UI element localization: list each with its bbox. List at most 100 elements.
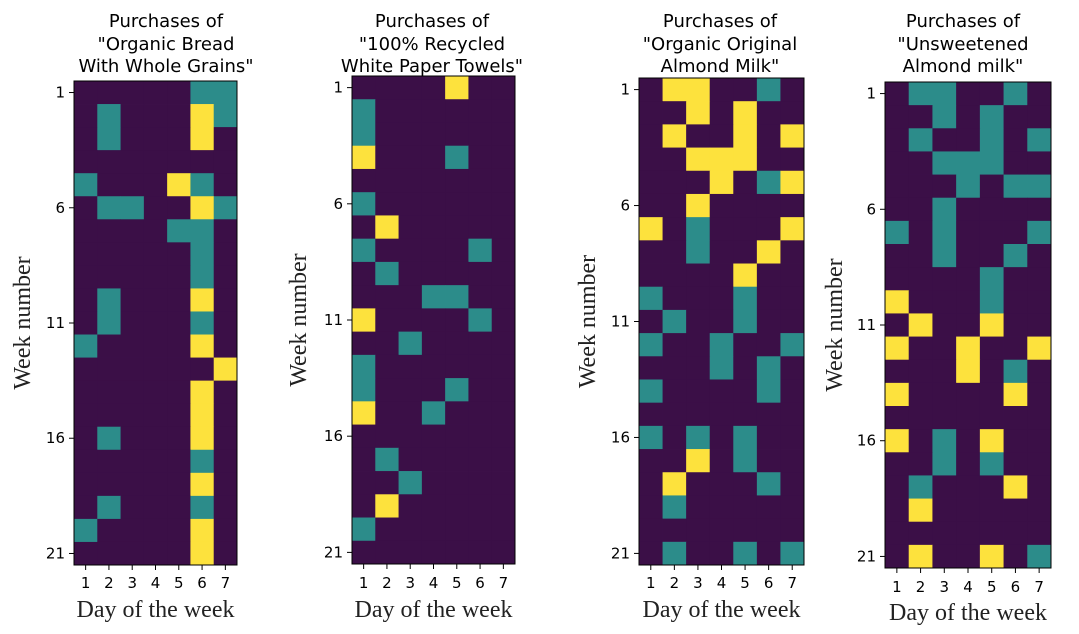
heatmap-cell: [213, 219, 238, 243]
heatmap-cell: [445, 122, 469, 147]
x-tick-label: 5: [740, 574, 750, 592]
heatmap-cell: [143, 219, 168, 243]
heatmap-cell: [756, 309, 781, 334]
heatmap-cell: [662, 217, 687, 241]
heatmap-cell: [398, 401, 423, 425]
heatmap-cell: [74, 150, 98, 174]
heatmap-cell: [421, 261, 446, 286]
heatmap-cell: [932, 151, 957, 175]
heatmap-cell: [352, 168, 376, 193]
heatmap-cell: [756, 240, 781, 264]
heatmap-cell: [421, 168, 446, 193]
heatmap-cell: [908, 105, 933, 129]
heatmap-cell: [639, 263, 663, 288]
heatmap-cell: [190, 242, 215, 266]
heatmap-cell: [143, 150, 168, 174]
heatmap-cell: [1027, 359, 1052, 384]
heatmap-cell: [756, 78, 781, 102]
heatmap-cell: [979, 406, 1004, 430]
heatmap-cell: [352, 378, 376, 402]
heatmap-cell: [979, 313, 1004, 337]
heatmap-cell: [662, 425, 687, 450]
heatmap-cell: [421, 517, 446, 542]
heatmap-cell: [885, 82, 910, 106]
x-tick-label: 4: [963, 578, 973, 596]
heatmap-cell: [932, 313, 957, 337]
heatmap-cell: [932, 220, 957, 245]
heatmap-cell: [756, 495, 781, 520]
x-tick-label: 6: [764, 574, 774, 592]
heatmap-cell: [120, 219, 145, 243]
heatmap-cell: [662, 379, 687, 404]
heatmap-cell: [468, 192, 493, 216]
heatmap-cell: [756, 263, 781, 288]
heatmap-cell: [445, 261, 469, 286]
chart-title-line: Purchases of: [663, 11, 778, 32]
x-tick-label: 1: [646, 574, 656, 592]
heatmap-cell: [686, 124, 711, 148]
heatmap-cell: [491, 192, 516, 216]
heatmap-cell: [1003, 521, 1028, 546]
heatmap-cell: [885, 382, 910, 407]
heatmap-cell: [932, 544, 957, 569]
heatmap-cell: [932, 197, 957, 222]
heatmap-cell: [74, 127, 98, 151]
y-tick-label: 21: [324, 543, 343, 561]
heatmap-cell: [74, 403, 98, 428]
heatmap-cell: [468, 471, 493, 495]
heatmap-cell: [1003, 151, 1028, 175]
heatmap-cell: [74, 426, 98, 451]
heatmap-cell: [375, 308, 399, 333]
heatmap-cell: [375, 447, 399, 472]
heatmap-cell: [780, 217, 805, 241]
heatmap-cell: [885, 336, 910, 361]
heatmap-cell: [375, 168, 399, 193]
heatmap-cell: [120, 380, 145, 405]
x-tick-label: 4: [429, 574, 439, 592]
heatmap-cell: [120, 196, 145, 220]
x-tick-label: 7: [1034, 578, 1044, 596]
heatmap-cell: [639, 518, 663, 543]
heatmap-cell: [639, 495, 663, 520]
heatmap-cell: [398, 378, 423, 402]
heatmap-cell: [120, 311, 145, 335]
heatmap-cell: [780, 78, 805, 102]
heatmap-cell: [956, 197, 981, 222]
heatmap-cell: [908, 521, 933, 546]
heatmap-cell: [908, 174, 933, 199]
heatmap-cell: [97, 81, 121, 105]
heatmap-cell: [885, 406, 910, 430]
heatmap-cell: [468, 145, 493, 170]
heatmap-cell: [97, 403, 121, 428]
heatmap-cell: [468, 354, 493, 379]
heatmap-cell: [1003, 336, 1028, 361]
heatmap-cell: [1003, 544, 1028, 569]
heatmap-cell: [74, 104, 98, 128]
chart-title-line: Almond milk": [903, 56, 1024, 77]
y-tick-label: 11: [46, 314, 65, 332]
heatmap-cell: [756, 449, 781, 473]
y-tick-label: 1: [55, 84, 65, 102]
heatmap-cell: [979, 544, 1004, 569]
heatmap-cell: [375, 238, 399, 263]
heatmap-cell: [74, 472, 98, 497]
heatmap-cell: [74, 541, 98, 566]
heatmap-cell: [445, 517, 469, 542]
y-tick-label: 11: [857, 316, 876, 334]
heatmap-cell: [190, 81, 215, 105]
heatmap-cell: [421, 215, 446, 240]
y-tick-label: 11: [611, 313, 630, 331]
heatmap-cell: [352, 540, 376, 565]
heatmap-cell: [956, 406, 981, 430]
heatmap-cell: [639, 78, 663, 102]
heatmap-cell: [733, 263, 758, 288]
heatmap-cell: [213, 150, 238, 174]
heatmap-cell: [709, 217, 734, 241]
heatmap-cell: [908, 475, 933, 499]
heatmap-cell: [352, 331, 376, 356]
heatmap-cell: [756, 518, 781, 543]
heatmap-cell: [398, 168, 423, 193]
x-axis-label: Day of the week: [643, 597, 801, 623]
heatmap-cell: [97, 150, 121, 174]
heatmap-cell: [491, 378, 516, 402]
